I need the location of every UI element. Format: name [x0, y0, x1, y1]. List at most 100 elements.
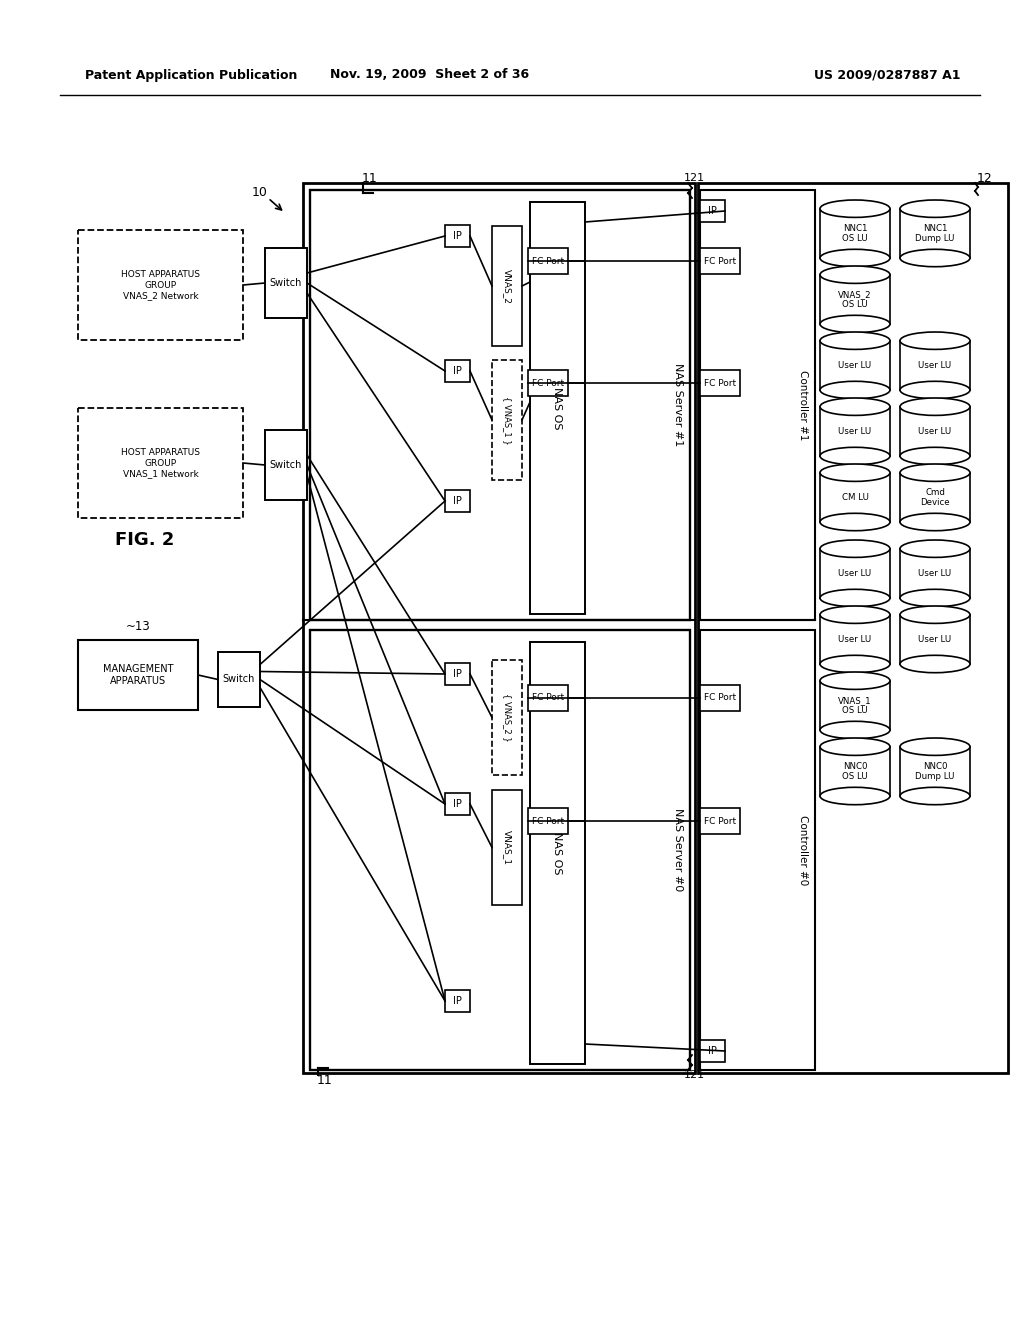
Text: IP: IP: [453, 231, 462, 242]
Ellipse shape: [900, 333, 970, 350]
Text: VNAS_1
OS LU: VNAS_1 OS LU: [839, 696, 871, 715]
Text: NNC0
Dump LU: NNC0 Dump LU: [915, 762, 954, 781]
Text: IP: IP: [453, 669, 462, 678]
Ellipse shape: [820, 201, 890, 218]
Text: Cmd
Device: Cmd Device: [921, 488, 950, 507]
Bar: [700, 370, 740, 396]
Text: Controller #0: Controller #0: [798, 814, 808, 886]
Ellipse shape: [900, 465, 970, 482]
Bar: [78, 640, 198, 710]
Bar: [528, 685, 568, 711]
Ellipse shape: [900, 540, 970, 557]
Bar: [78, 408, 243, 517]
Text: Switch: Switch: [269, 459, 302, 470]
Text: FC Port: FC Port: [703, 693, 736, 702]
Text: { VNAS_1 }: { VNAS_1 }: [503, 396, 512, 445]
Text: NNC0
OS LU: NNC0 OS LU: [842, 762, 868, 781]
Text: IP: IP: [708, 206, 717, 216]
Text: FIG. 2: FIG. 2: [115, 531, 174, 549]
Bar: [218, 652, 260, 708]
Bar: [700, 190, 815, 620]
Bar: [700, 685, 740, 711]
Text: FC Port: FC Port: [703, 256, 736, 265]
Bar: [445, 224, 470, 247]
Bar: [700, 630, 815, 1071]
Bar: [445, 663, 470, 685]
Text: FC Port: FC Port: [531, 693, 564, 702]
Ellipse shape: [900, 738, 970, 755]
Bar: [445, 360, 470, 381]
Bar: [492, 789, 522, 906]
Bar: [492, 360, 522, 480]
Ellipse shape: [820, 589, 890, 607]
Bar: [900, 407, 970, 455]
Text: NAS OS: NAS OS: [553, 832, 562, 874]
Ellipse shape: [820, 672, 890, 689]
Bar: [900, 747, 970, 796]
Bar: [445, 490, 470, 512]
Bar: [700, 201, 725, 222]
Bar: [78, 230, 243, 341]
Bar: [310, 190, 690, 620]
Bar: [528, 370, 568, 396]
Bar: [310, 630, 690, 1071]
Text: ~13: ~13: [126, 619, 151, 632]
Ellipse shape: [820, 721, 890, 739]
Ellipse shape: [820, 465, 890, 482]
Text: 10: 10: [252, 186, 268, 198]
Bar: [700, 248, 740, 275]
Bar: [900, 549, 970, 598]
Bar: [492, 660, 522, 775]
Ellipse shape: [820, 267, 890, 284]
Bar: [265, 248, 307, 318]
Text: US 2009/0287887 A1: US 2009/0287887 A1: [813, 69, 961, 82]
Bar: [820, 473, 890, 521]
Bar: [820, 407, 890, 455]
Ellipse shape: [820, 738, 890, 755]
Ellipse shape: [900, 201, 970, 218]
Text: FC Port: FC Port: [531, 256, 564, 265]
Bar: [900, 341, 970, 389]
Bar: [445, 793, 470, 814]
Text: User LU: User LU: [919, 635, 951, 644]
Ellipse shape: [900, 787, 970, 805]
Bar: [445, 990, 470, 1012]
Ellipse shape: [900, 249, 970, 267]
Text: HOST APPARATUS
GROUP
VNAS_1 Network: HOST APPARATUS GROUP VNAS_1 Network: [121, 447, 200, 478]
Text: MANAGEMENT
APPARATUS: MANAGEMENT APPARATUS: [102, 664, 173, 686]
Ellipse shape: [820, 315, 890, 333]
Text: NNC1
OS LU: NNC1 OS LU: [842, 224, 868, 243]
Bar: [820, 209, 890, 257]
Bar: [303, 183, 695, 1073]
Bar: [820, 275, 890, 323]
Ellipse shape: [900, 381, 970, 399]
Ellipse shape: [820, 655, 890, 673]
Text: NAS Server #0: NAS Server #0: [673, 808, 683, 891]
Ellipse shape: [900, 655, 970, 673]
Bar: [820, 681, 890, 730]
Ellipse shape: [820, 333, 890, 350]
Bar: [700, 1040, 725, 1063]
Text: FC Port: FC Port: [531, 817, 564, 825]
Text: User LU: User LU: [839, 569, 871, 578]
Text: 11: 11: [317, 1073, 333, 1086]
Text: User LU: User LU: [919, 569, 951, 578]
Text: User LU: User LU: [919, 362, 951, 370]
Bar: [820, 615, 890, 664]
Text: Nov. 19, 2009  Sheet 2 of 36: Nov. 19, 2009 Sheet 2 of 36: [331, 69, 529, 82]
Text: User LU: User LU: [919, 428, 951, 436]
Text: Switch: Switch: [223, 675, 255, 685]
Text: IP: IP: [708, 1045, 717, 1056]
Text: IP: IP: [453, 997, 462, 1006]
Text: Switch: Switch: [269, 279, 302, 288]
Text: IP: IP: [453, 496, 462, 506]
Ellipse shape: [820, 540, 890, 557]
Ellipse shape: [820, 787, 890, 805]
Bar: [900, 615, 970, 664]
Ellipse shape: [820, 399, 890, 416]
Ellipse shape: [900, 589, 970, 607]
Text: NAS Server #1: NAS Server #1: [673, 363, 683, 446]
Text: CM LU: CM LU: [842, 494, 868, 502]
Bar: [700, 808, 740, 834]
Text: User LU: User LU: [839, 428, 871, 436]
